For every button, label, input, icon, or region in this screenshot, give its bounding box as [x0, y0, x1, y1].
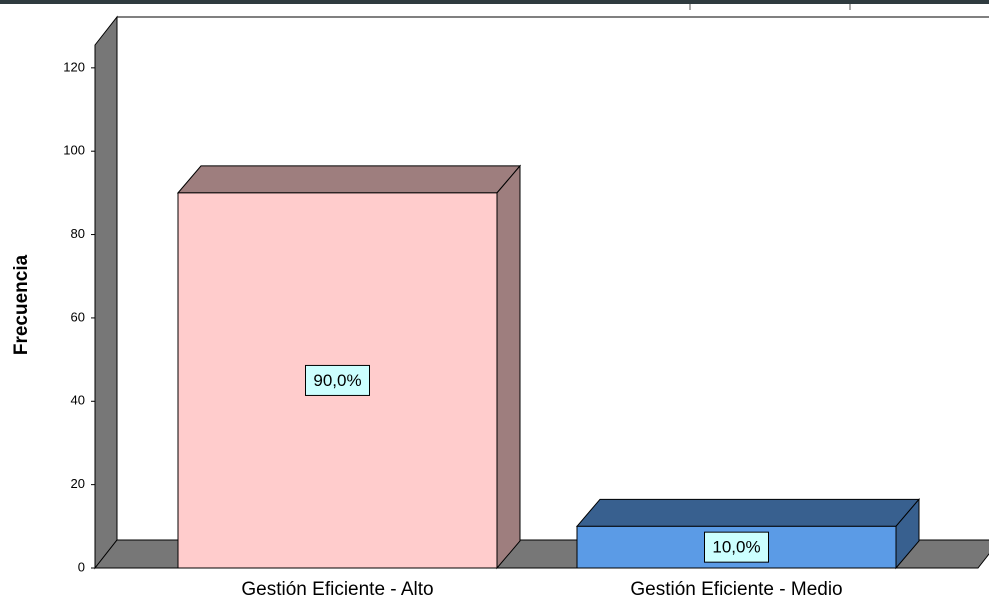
y-tick-label: 0 — [78, 559, 85, 574]
y-tick-label: 80 — [71, 226, 85, 241]
x-tick-label: Gestión Eficiente - Alto — [241, 579, 433, 600]
y-tick-label: 120 — [63, 59, 85, 74]
value-label-box — [305, 364, 370, 396]
value-label: 90,0% — [313, 371, 361, 390]
x-tick-label: Gestión Eficiente - Medio — [630, 579, 842, 600]
y-tick-label: 20 — [71, 476, 85, 491]
value-label-box — [704, 531, 769, 563]
bar-side — [496, 164, 521, 570]
bar-top — [176, 165, 522, 194]
left-wall — [94, 15, 118, 570]
bar-top — [575, 498, 921, 527]
y-axis-label: Frecuencia — [11, 254, 32, 355]
value-label: 10,0% — [712, 538, 760, 557]
top-border — [0, 0, 989, 4]
y-tick-label: 100 — [63, 143, 85, 158]
y-tick-label: 40 — [71, 393, 85, 408]
y-tick-label: 60 — [71, 309, 85, 324]
